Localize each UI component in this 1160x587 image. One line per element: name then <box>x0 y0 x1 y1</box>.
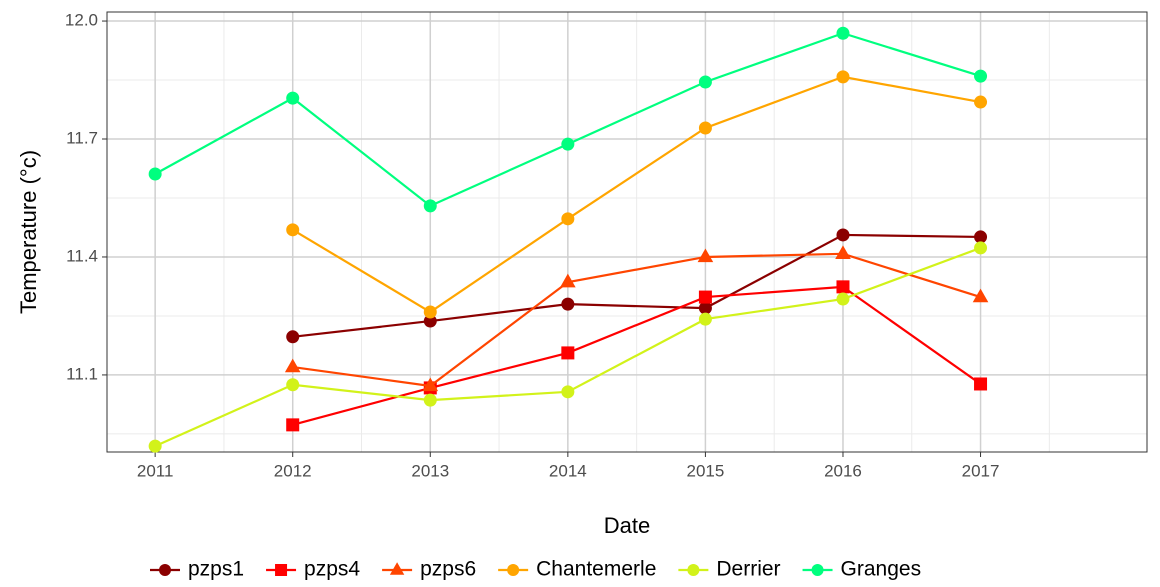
legend-marker <box>811 564 824 576</box>
x-tick-label: 2015 <box>686 461 724 480</box>
x-tick-label: 2011 <box>137 461 174 480</box>
legend-label: Granges <box>841 558 922 581</box>
marker <box>560 273 576 288</box>
marker <box>286 223 300 237</box>
marker <box>698 121 712 135</box>
x-tick-label: 2014 <box>549 461 587 480</box>
marker <box>698 75 712 89</box>
marker <box>697 248 714 263</box>
marker <box>423 199 437 213</box>
marker <box>974 69 988 83</box>
legend-label: Chantemerle <box>536 558 656 581</box>
legend-label: pzps6 <box>420 558 476 581</box>
marker <box>698 312 712 326</box>
y-tick-label: 11.1 <box>66 364 98 383</box>
marker <box>974 95 988 109</box>
x-axis-title: Date <box>604 513 650 538</box>
marker <box>836 70 850 84</box>
marker <box>286 418 300 432</box>
marker <box>974 241 988 255</box>
marker <box>422 377 439 392</box>
marker <box>835 245 851 260</box>
marker <box>423 305 437 319</box>
y-tick-label: 12.0 <box>65 11 98 30</box>
marker <box>974 377 988 391</box>
legend-marker <box>275 564 288 576</box>
x-tick-label: 2017 <box>962 461 1000 480</box>
marker <box>284 358 301 373</box>
marker <box>561 346 575 360</box>
marker <box>698 301 712 315</box>
marker <box>286 91 300 105</box>
marker <box>561 212 575 226</box>
legend: pzps1 pzps4 pzps6 Chantemerle Derrier Granges <box>150 558 921 581</box>
marker <box>974 230 988 244</box>
series-line <box>292 75 981 314</box>
marker <box>561 297 575 311</box>
marker <box>698 290 712 304</box>
series-line <box>292 233 981 338</box>
marker <box>286 378 300 392</box>
legend-marker <box>687 564 700 576</box>
legend-label: Derrier <box>716 558 780 581</box>
marker <box>423 314 437 328</box>
x-tick-label: 2016 <box>824 461 862 480</box>
marker <box>836 228 850 242</box>
plot-border <box>106 11 1148 453</box>
marker <box>148 439 162 453</box>
marker <box>561 137 575 151</box>
legend-marker <box>159 564 171 576</box>
marker <box>836 26 850 40</box>
legend-label: pzps1 <box>188 558 244 581</box>
series-line <box>292 252 981 388</box>
y-tick-label: 11.7 <box>66 128 98 147</box>
marker <box>836 292 850 306</box>
marker <box>972 288 989 303</box>
legend-marker <box>389 562 405 575</box>
x-tick-label: 2013 <box>411 461 449 480</box>
y-tick-label: 11.4 <box>66 246 98 265</box>
y-axis-title: Temperature (°c) <box>16 150 41 314</box>
legend-label: pzps4 <box>304 558 360 581</box>
marker <box>836 280 850 294</box>
marker <box>423 393 437 407</box>
marker <box>286 330 300 344</box>
x-tick-label: 2012 <box>274 461 312 480</box>
legend-marker <box>507 564 520 576</box>
marker <box>561 385 575 399</box>
marker <box>148 167 162 181</box>
series-line <box>292 285 982 426</box>
